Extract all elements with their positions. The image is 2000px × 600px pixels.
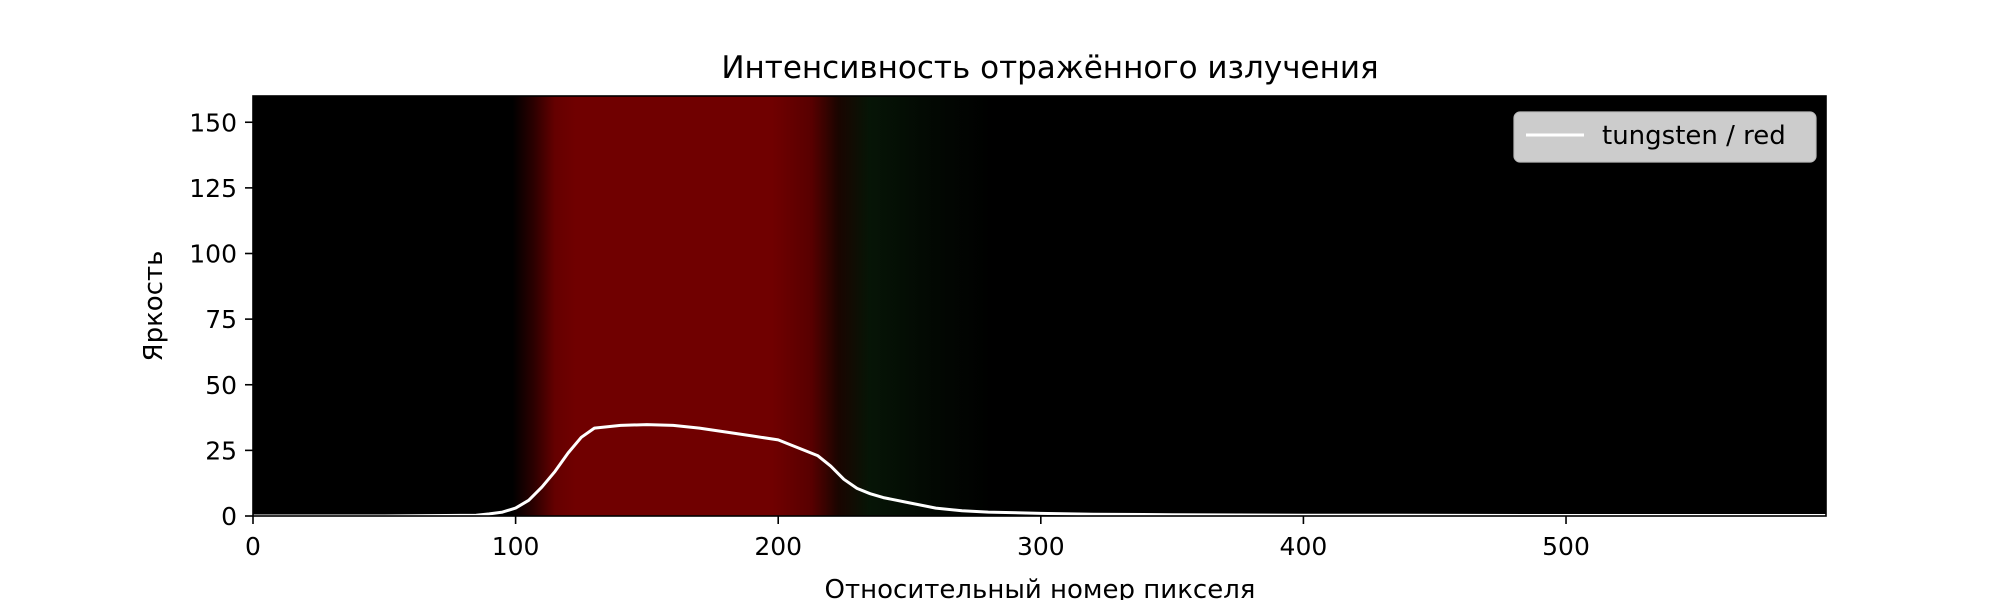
series-line-tungsten-red xyxy=(253,423,1826,518)
y-tick-label: 100 xyxy=(189,240,237,269)
legend-box xyxy=(1513,111,1817,163)
legend-label-tungsten-red: tungsten / red xyxy=(1602,121,1786,151)
x-tick-label: 200 xyxy=(754,532,802,561)
chart-title: Интенсивность отражённого излучения xyxy=(721,50,1378,86)
y-tick-label: 0 xyxy=(221,502,237,531)
spectrum-image xyxy=(253,96,1826,516)
x-tick-label: 0 xyxy=(245,532,261,561)
x-tick-label: 300 xyxy=(1017,532,1065,561)
x-tick-label: 500 xyxy=(1542,532,1590,561)
y-tick-label: 25 xyxy=(205,436,237,465)
y-axis-label: Яркость xyxy=(139,251,169,362)
x-axis-label: Относительный номер пикселя xyxy=(825,575,1256,600)
x-axis-ticks: 0 100 200 300 400 500 xyxy=(245,516,1590,561)
y-tick-label: 125 xyxy=(189,174,237,203)
y-tick-label: 75 xyxy=(205,305,237,334)
x-tick-label: 400 xyxy=(1280,532,1328,561)
x-tick-label: 100 xyxy=(492,532,540,561)
plot-frame xyxy=(252,95,1827,517)
y-axis-ticks: 0 25 50 75 100 125 150 xyxy=(189,108,253,531)
y-tick-label: 150 xyxy=(189,108,237,137)
y-tick-label: 50 xyxy=(205,371,237,400)
legend: tungsten / red xyxy=(1513,111,1817,163)
